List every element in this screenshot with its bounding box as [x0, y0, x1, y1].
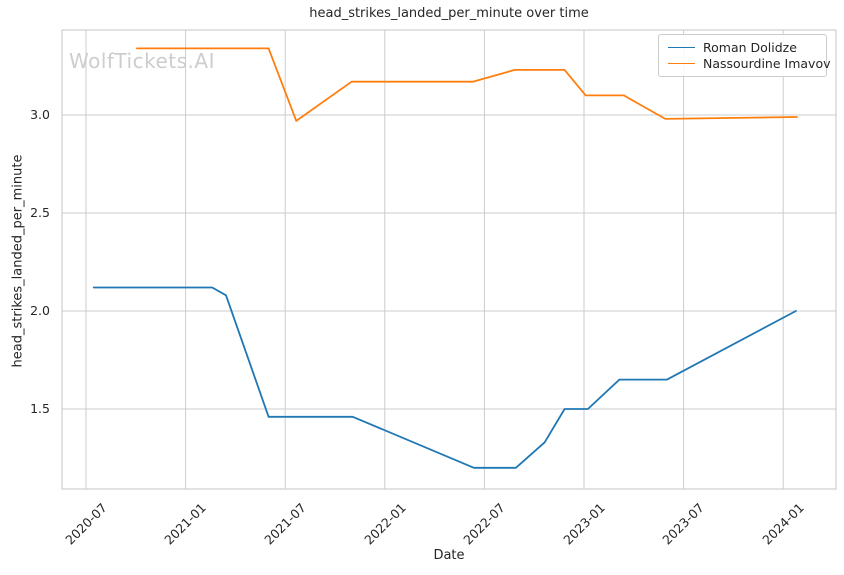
legend-item-roman-dolidze: Roman Dolidze [668, 39, 817, 56]
legend-line-swatch-orange [668, 63, 695, 65]
y-tick-label: 2.5 [30, 205, 50, 220]
series-lines [92, 47, 798, 469]
legend-line-swatch-blue [668, 46, 695, 48]
y-tick-label: 1.5 [30, 401, 50, 416]
chart-title: head_strikes_landed_per_minute over time [309, 6, 589, 21]
series-line-roman-dolidze [92, 286, 797, 469]
y-tick-label: 3.0 [30, 107, 50, 122]
watermark: WolfTickets.AI [69, 49, 215, 73]
y-axis-label: head_strikes_landed_per_minute [10, 154, 26, 368]
legend-label: Roman Dolidze [703, 39, 797, 55]
y-tick-label: 2.0 [30, 303, 50, 318]
plot-border [61, 29, 837, 490]
gridlines [62, 30, 836, 489]
x-axis-label: Date [433, 548, 465, 563]
legend-label: Nassourdine Imavov [703, 56, 831, 72]
legend: Roman Dolidze Nassourdine Imavov [658, 34, 830, 77]
legend-item-nassourdine-imavov: Nassourdine Imavov [668, 56, 830, 73]
series-line-nassourdine-imavov [135, 47, 798, 122]
